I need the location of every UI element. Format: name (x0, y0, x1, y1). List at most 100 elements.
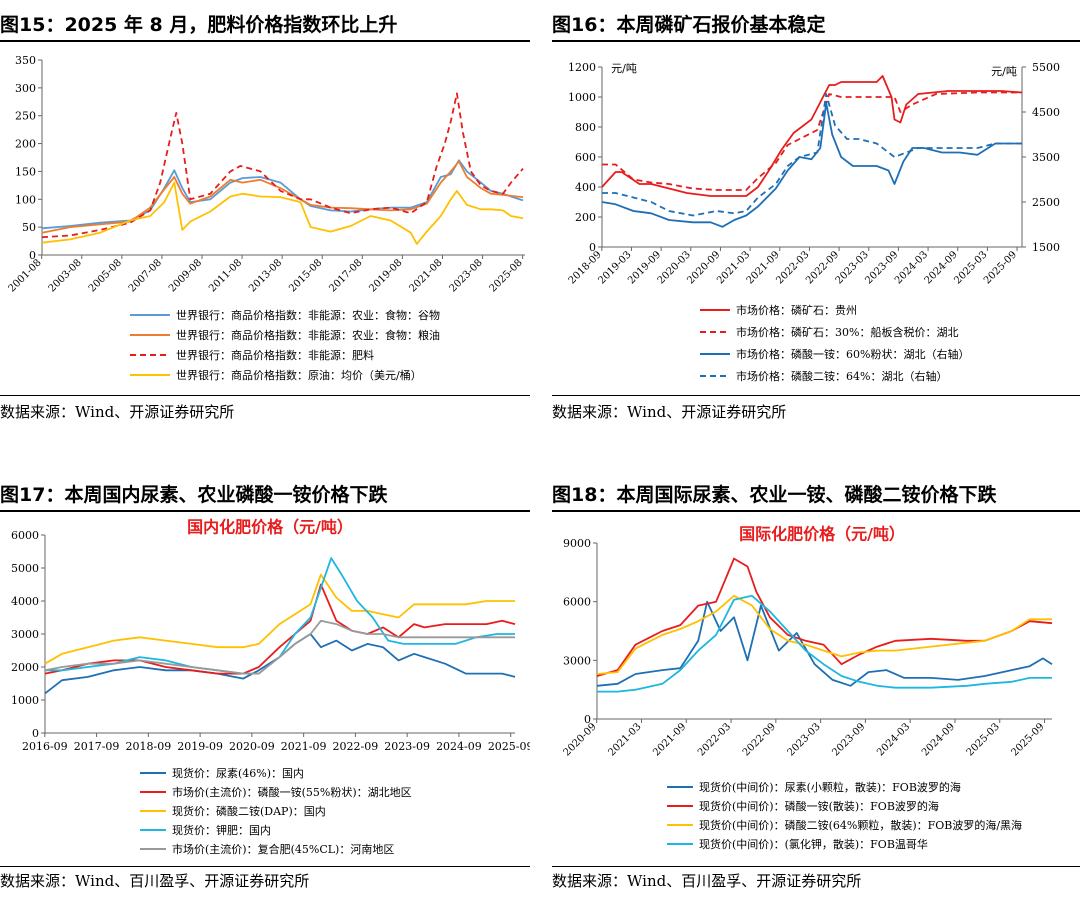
x-tick-label: 2022-09 (741, 721, 778, 758)
y2-tick-label: 2500 (1032, 196, 1060, 209)
y-tick-label: 100 (15, 193, 36, 206)
source-rule (552, 395, 1080, 396)
y2-unit-label: 元/吨 (991, 65, 1017, 78)
x-tick-label: 2009-08 (167, 257, 204, 294)
legend-label: 现货价：钾肥：国内 (172, 823, 271, 837)
y-tick-label: 6000 (563, 596, 591, 609)
y-tick-label: 1000 (568, 91, 596, 104)
legend-label: 现货价(中间价)：尿素(小颗粒，散装)：FOB波罗的海 (699, 780, 961, 794)
chart-fertilizer-index: 0 50 100 150 200 250 300 350 2001-08 2003-08 2005-… (7, 54, 525, 382)
x-tick-label: 2022-03 (696, 721, 733, 758)
figure-15: 图15：2025 年 8 月，肥料价格指数环比上升 0 50 100 150 200 25… (0, 0, 530, 440)
x-tick-label: 2021-09 (281, 740, 327, 753)
chart-title: 国际化肥价格（元/吨） (739, 525, 905, 544)
legend-label: 市场价格：磷酸二铵：64%：湖北（右轴） (736, 369, 947, 383)
series-line-4 (602, 93, 1022, 217)
y-tick-label: 300 (15, 82, 36, 95)
x-tick-label: 2020-09 (229, 740, 275, 753)
legend-label: 市场价格：磷酸一铵：60%粉状：湖北（右轴） (736, 347, 969, 361)
legend-label: 市场价(主流价)：磷酸一铵(55%粉状)：湖北地区 (172, 785, 412, 799)
source-note: 数据来源：Wind、开源证券研究所 (0, 403, 235, 421)
x-tick-label: 2025-08 (488, 257, 525, 294)
y-tick-label: 9000 (563, 537, 591, 550)
y-tick-label: 50 (22, 221, 36, 234)
x-tick-label: 2024-09 (436, 740, 482, 753)
title-rule (0, 510, 530, 512)
x-tick-label: 2021-03 (606, 721, 643, 758)
legend-label: 现货价(中间价)：磷酸二铵(64%颗粒，散装)：FOB波罗的海/黑海 (699, 818, 1022, 832)
y2-tick-label: 5500 (1032, 61, 1060, 74)
series-line-2 (602, 91, 1022, 191)
series-line-3 (44, 573, 515, 665)
source-note: 数据来源：Wind、开源证券研究所 (552, 403, 787, 421)
title-rule (552, 40, 1080, 42)
series-line-5 (44, 619, 515, 675)
legend-label: 市场价格：磷矿石：30%：船板含税价：湖北 (736, 325, 958, 339)
x-tick-label: 2025-09 (488, 740, 530, 753)
x-tick-label: 2023-03 (786, 721, 823, 758)
y-tick-label: 3000 (563, 654, 591, 667)
y2-tick-label: 1500 (1032, 241, 1060, 254)
y-tick-label: 150 (15, 165, 36, 178)
y-tick-label: 400 (575, 181, 596, 194)
x-tick-label: 2011-08 (207, 257, 244, 294)
y-tick-label: 250 (15, 110, 36, 123)
x-tick-label: 2025-09 (1009, 721, 1046, 758)
x-tick-label: 2013-08 (247, 257, 284, 294)
source-rule (552, 866, 1080, 867)
series-line-4 (41, 181, 524, 245)
figure-title: 图17：本周国内尿素、农业磷酸一铵价格下跌 (0, 484, 388, 506)
series-line-1 (601, 75, 1023, 197)
x-tick-label: 2022-09 (333, 740, 379, 753)
y-tick-label: 800 (575, 121, 596, 134)
figure-16: 图16：本周磷矿石报价基本稳定 0 200 400 600 800 1000 1200 150… (552, 0, 1080, 440)
x-tick-label: 2025-03 (965, 721, 1002, 758)
x-tick-label: 2003-08 (47, 257, 84, 294)
x-tick-label: 2023-09 (384, 740, 430, 753)
y-tick-label: 1200 (568, 61, 596, 74)
series-line-1 (44, 633, 516, 695)
figure-17: 图17：本周国内尿素、农业磷酸一铵价格下跌 国内化肥价格（元/吨） 0 1000 20… (0, 470, 530, 899)
legend-label: 世界银行：商品价格指数：非能源：农业：食物：粮油 (176, 328, 440, 342)
x-tick-label: 2015-08 (287, 257, 324, 294)
y-tick-label: 0 (32, 727, 39, 740)
x-tick-label: 2017-08 (327, 257, 364, 294)
x-tick-label: 2007-08 (127, 257, 164, 294)
chart-domestic-fertilizer: 国内化肥价格（元/吨） 0 1000 2000 3000 4000 5000 6000 2016… (11, 518, 530, 857)
y-tick-label: 350 (15, 54, 36, 67)
y-tick-label: 0 (589, 241, 596, 254)
title-rule (552, 510, 1080, 512)
y-tick-label: 600 (575, 151, 596, 164)
legend-label: 现货价：磷酸二铵(DAP)：国内 (172, 804, 326, 818)
source-rule (0, 866, 530, 867)
legend-label: 世界银行：商品价格指数：原油：均价（美元/桶） (176, 368, 422, 382)
legend-label: 现货价：尿素(46%)：国内 (172, 766, 304, 780)
series-line-3 (601, 102, 1022, 228)
source-note: 数据来源：Wind、百川盈孚、开源证券研究所 (552, 872, 862, 890)
y-tick-label: 2000 (11, 661, 39, 674)
source-note: 数据来源：Wind、百川盈孚、开源证券研究所 (0, 872, 310, 890)
series-line-2 (596, 557, 1053, 677)
y2-tick-label: 4500 (1032, 106, 1060, 119)
series-line-4 (45, 557, 515, 675)
y-tick-label: 3000 (11, 628, 39, 641)
x-tick-label: 2021-09 (651, 721, 688, 758)
x-tick-label: 2024-03 (875, 721, 912, 758)
legend-label: 现货价(中间价)：(氯化钾，散装)：FOB温哥华 (699, 837, 928, 851)
series-line-3 (41, 92, 524, 239)
chart-title: 国内化肥价格（元/吨） (187, 518, 353, 537)
x-tick-label: 2019-08 (367, 257, 404, 294)
figure-title: 图18：本周国际尿素、农业一铵、磷酸二铵价格下跌 (552, 484, 997, 506)
series-line-1 (596, 600, 1053, 687)
x-tick-label: 2018-09 (125, 740, 171, 753)
x-tick-label: 2019-09 (177, 740, 223, 753)
series-line-2 (44, 583, 516, 675)
y2-tick-label: 3500 (1032, 151, 1060, 164)
y-unit-label: 元/吨 (611, 62, 637, 75)
y-tick-label: 0 (29, 249, 36, 262)
figure-title: 图15：2025 年 8 月，肥料价格指数环比上升 (0, 14, 398, 36)
figure-title: 图16：本周磷矿石报价基本稳定 (552, 14, 826, 36)
series-line-2 (41, 160, 524, 234)
legend-label: 市场价(主流价)：复合肥(45%CL)：河南地区 (172, 842, 394, 856)
x-tick-label: 2023-08 (448, 257, 485, 294)
